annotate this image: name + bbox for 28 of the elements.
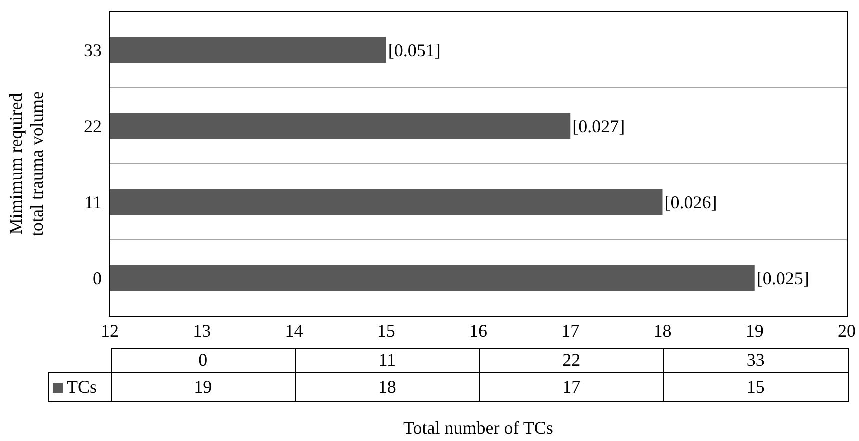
y-tick-label: 33 (84, 40, 102, 60)
x-tick-label: 18 (654, 320, 672, 341)
annotation: [0.026] (664, 192, 718, 212)
annotation: [0.027] (572, 116, 626, 136)
x-tick-label: 20 (838, 320, 856, 341)
y-axis-title: Mimimum required total trauma volume (6, 92, 47, 236)
category-label: 11 (378, 350, 396, 370)
text: 18 (295, 372, 480, 402)
text: 15 (664, 372, 848, 402)
x-axis-title: Total number of TCs (402, 418, 554, 439)
category-label: 33 (746, 350, 765, 370)
x-tick-label: 13 (193, 320, 212, 341)
annotation: [0.025] (756, 268, 810, 288)
y-tick-label: 0 (93, 268, 102, 288)
text: 17 (480, 372, 664, 402)
annotation: [0.051] (388, 40, 441, 60)
x-tick-label: 19 (746, 320, 764, 341)
x-tick-label: 14 (285, 320, 304, 341)
category-label: 22 (562, 350, 581, 370)
text: 19 (111, 372, 296, 402)
x-tick-label: 15 (377, 320, 396, 341)
x-tick-label: 17 (562, 320, 580, 341)
x-tick-label: 16 (470, 320, 488, 341)
x-tick-label: 12 (101, 320, 119, 341)
y-tick-label: 22 (84, 116, 102, 136)
category-label: 0 (198, 350, 208, 370)
y-tick-label: 11 (84, 192, 102, 212)
legend-label: TCs (48, 372, 111, 402)
